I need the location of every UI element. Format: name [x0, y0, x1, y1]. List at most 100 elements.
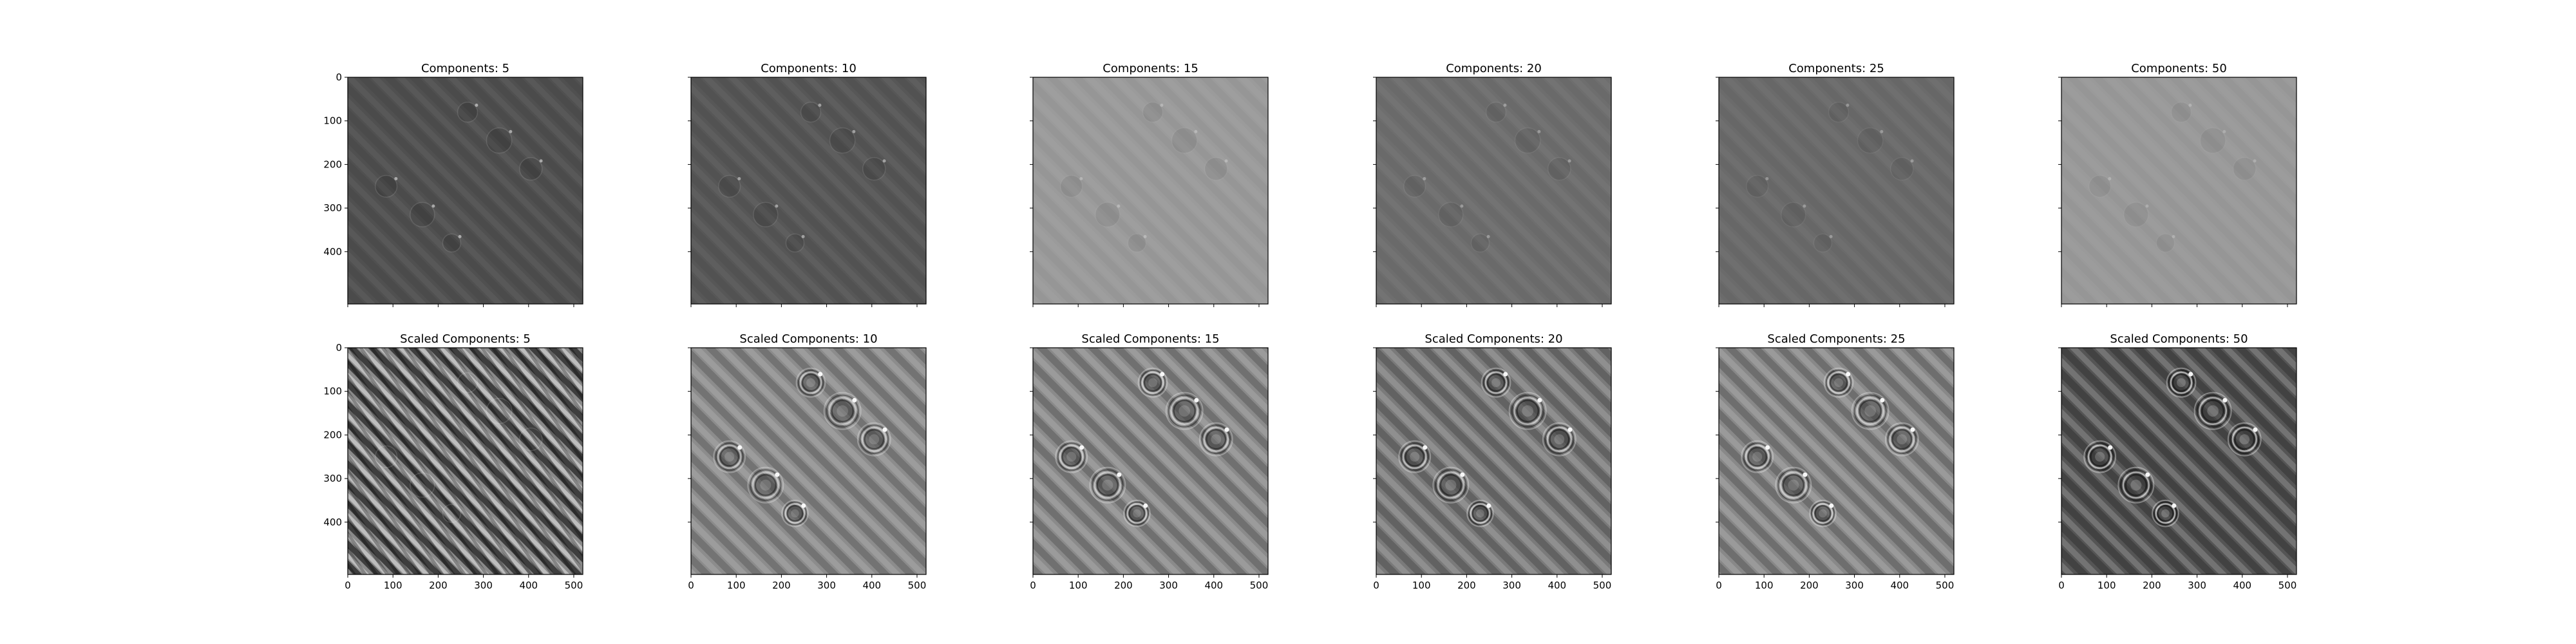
x-tick-label: 300 [1159, 580, 1178, 591]
particle [410, 472, 435, 498]
particle [747, 466, 784, 504]
particle [1857, 127, 1884, 154]
panel-image [2061, 77, 2297, 304]
particle [823, 392, 862, 430]
particle [795, 367, 826, 398]
panel-image [691, 348, 926, 574]
particle [1095, 202, 1121, 227]
particle [1466, 499, 1494, 527]
particle [1142, 101, 1164, 123]
panel-image [1376, 348, 1611, 574]
x-tick-label: 500 [2278, 580, 2297, 591]
x-tick-label: 500 [908, 580, 927, 591]
x-tick-label: 200 [772, 580, 791, 591]
x-tick-label: 400 [862, 580, 881, 591]
particle [2170, 101, 2192, 123]
panel-title: Scaled Components: 5 [400, 332, 531, 346]
x-tick-label: 400 [1548, 580, 1566, 591]
particle [1432, 466, 1470, 504]
particle [1746, 175, 1769, 198]
y-tick-label: 100 [323, 386, 342, 397]
particle [1775, 466, 1812, 504]
particle [1165, 392, 1204, 430]
axes-frame [1376, 77, 1612, 305]
panel-image [1033, 348, 1268, 574]
particle [2088, 175, 2112, 198]
panel-4: Components: 20 [1373, 62, 1612, 307]
particle [1198, 422, 1233, 457]
axes-frame [1032, 77, 1269, 305]
y-tick-label: 0 [336, 342, 342, 354]
particle [1137, 367, 1168, 398]
axes-frame [1718, 347, 1955, 575]
particle [1823, 367, 1854, 398]
particle [1060, 175, 1083, 198]
panel-title: Scaled Components: 25 [1767, 332, 1905, 346]
particle [442, 504, 462, 524]
x-tick-label: 100 [1755, 580, 1774, 591]
particle [862, 156, 886, 181]
x-tick-label: 200 [1800, 580, 1819, 591]
x-tick-label: 400 [1890, 580, 1909, 591]
panel-title: Components: 15 [1103, 62, 1198, 75]
particle [1481, 367, 1511, 398]
particle [2199, 127, 2226, 154]
x-tick-label: 200 [1114, 580, 1133, 591]
particle [785, 233, 805, 253]
panel-2: Components: 10 [688, 62, 927, 307]
particle [2193, 392, 2232, 430]
x-tick-label: 300 [474, 580, 493, 591]
particle [2117, 466, 2155, 504]
axes-frame [2061, 77, 2297, 305]
particle [1438, 202, 1464, 227]
x-tick-label: 100 [2098, 580, 2116, 591]
panel-title: Components: 20 [1446, 62, 1542, 75]
particle [410, 202, 435, 227]
particle [2232, 156, 2257, 181]
particle [1813, 233, 1833, 253]
x-tick-label: 500 [565, 580, 583, 591]
particle [442, 233, 462, 253]
particle [713, 440, 746, 473]
x-tick-label: 500 [1250, 580, 1269, 591]
x-tick-label: 0 [345, 580, 351, 591]
x-tick-label: 400 [519, 580, 538, 591]
particle [1889, 156, 1914, 181]
x-tick-label: 300 [1845, 580, 1864, 591]
particle [1204, 156, 1228, 181]
particle [1171, 127, 1198, 154]
particle [753, 202, 779, 227]
particle [486, 397, 513, 424]
particle [1542, 422, 1577, 457]
particle [1123, 499, 1151, 527]
x-tick-label: 100 [384, 580, 402, 591]
particle [857, 422, 891, 457]
particle [1514, 127, 1541, 154]
particle [1781, 202, 1806, 227]
panel-1: Components: 5 0 100 200 300 400 [323, 62, 583, 307]
particle [1508, 392, 1547, 430]
x-tick-label: 500 [1936, 580, 1955, 591]
axes-frame [1376, 347, 1612, 575]
particle [1127, 233, 1147, 253]
panel-image [1719, 348, 1954, 574]
particle [457, 372, 478, 393]
particle [2166, 367, 2197, 398]
panel-image [1719, 77, 1954, 304]
x-tick-label: 0 [1030, 580, 1036, 591]
y-tick-label: 300 [323, 202, 342, 214]
particle [518, 156, 543, 181]
x-tick-label: 300 [1502, 580, 1521, 591]
x-tick-label: 200 [429, 580, 448, 591]
y-tick-label: 200 [323, 429, 342, 440]
axes-frame [347, 347, 583, 575]
panel-8: Scaled Components: 10 0 100 200 300 400 500 [688, 332, 927, 591]
x-tick-label: 300 [2188, 580, 2206, 591]
particle [781, 499, 809, 527]
x-tick-label: 0 [1716, 580, 1722, 591]
panel-5: Components: 25 [1716, 62, 1955, 307]
panel-7: Scaled Components: 5 0 100 200 300 400 0 100 200… [323, 332, 583, 591]
panel-title: Scaled Components: 20 [1425, 332, 1562, 346]
x-tick-label: 300 [817, 580, 836, 591]
